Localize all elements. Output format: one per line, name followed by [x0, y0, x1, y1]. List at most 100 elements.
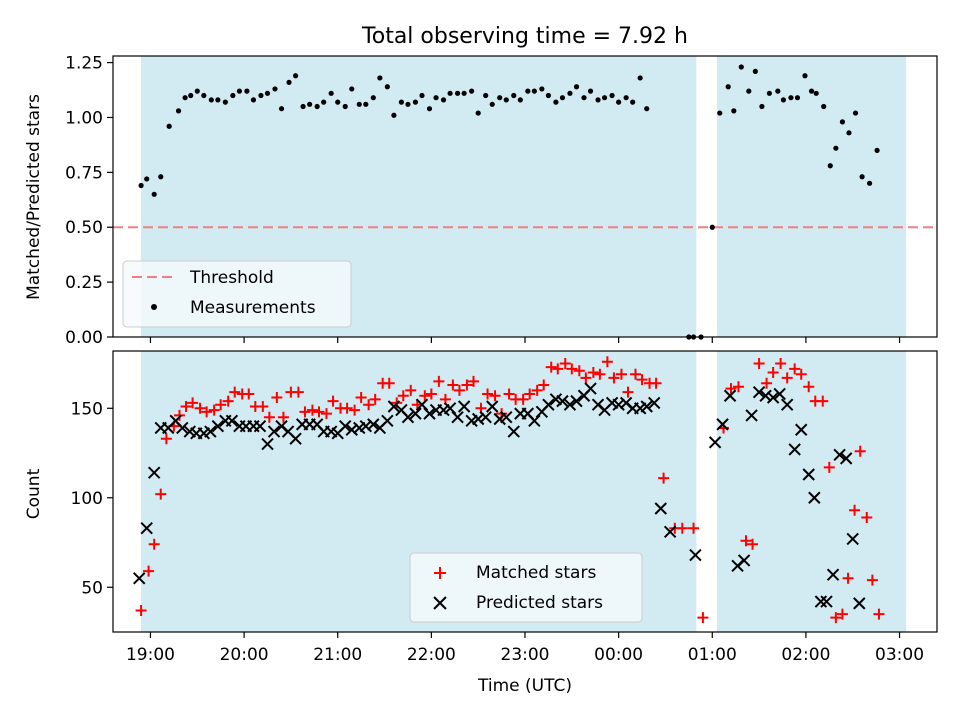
predicted-star-point — [745, 409, 758, 422]
measurement-point — [559, 95, 566, 101]
measurement-points — [138, 64, 880, 340]
matched-star-point — [789, 363, 801, 375]
measurement-point — [454, 90, 461, 96]
measurement-point — [859, 174, 865, 180]
y-tick-label: 0.25 — [65, 273, 103, 293]
measurement-point — [370, 95, 376, 101]
observing-window — [716, 351, 907, 632]
predicted-star-point — [457, 400, 471, 413]
measurement-point — [601, 95, 608, 101]
predicted-star-point — [204, 425, 217, 438]
measurement-point — [144, 176, 150, 182]
measurement-point — [447, 90, 453, 96]
matched-star-point — [306, 404, 318, 416]
matched-star-point — [277, 411, 289, 423]
x-tick-label: 03:00 — [875, 645, 924, 665]
measurement-point — [384, 84, 390, 90]
matched-star-point — [836, 608, 848, 620]
matched-star-point — [148, 538, 160, 550]
matched-star-point — [587, 366, 599, 378]
matched-star-point — [594, 368, 606, 380]
measurement-point — [483, 92, 489, 99]
matched-star-point — [753, 358, 765, 370]
bottom-legend: Matched stars Predicted stars — [409, 552, 643, 623]
matched-star-point — [688, 522, 700, 534]
measurement-point — [342, 103, 348, 110]
measurement-point — [766, 90, 772, 96]
predicted-star-point — [443, 402, 457, 415]
predicted-stars-points — [133, 382, 866, 610]
predicted-star-point — [409, 407, 422, 420]
observing-window — [716, 56, 907, 337]
matched-star-point — [143, 565, 155, 577]
measurement-point — [553, 99, 559, 105]
measurement-point — [328, 90, 334, 96]
predicted-star-point — [663, 525, 677, 538]
measurement-point — [788, 95, 794, 101]
matched-star-point — [320, 408, 332, 420]
predicted-star-point — [820, 595, 833, 608]
measurement-point — [531, 88, 537, 94]
predicted-star-point — [773, 387, 786, 401]
measurement-point — [201, 92, 207, 99]
matched-star-point — [615, 368, 627, 380]
measurement-point — [307, 101, 313, 107]
measurement-point — [440, 97, 447, 103]
predicted-star-point — [176, 421, 189, 435]
predicted-star-point — [261, 437, 274, 451]
measurement-point — [426, 106, 433, 112]
y-tick-label: 50 — [81, 578, 103, 598]
measurement-point — [517, 97, 523, 103]
measurement-point — [377, 75, 383, 81]
legend-matched-swatch — [434, 567, 446, 579]
measurement-point — [623, 95, 629, 101]
predicted-star-point — [479, 411, 492, 424]
matched-star-point — [608, 372, 620, 384]
predicted-star-point — [500, 411, 513, 424]
predicted-star-point — [737, 554, 751, 567]
predicted-star-point — [367, 418, 380, 431]
matched-star-point — [866, 574, 878, 586]
measurement-point — [874, 147, 880, 153]
measurement-point — [833, 145, 839, 151]
measurement-point — [866, 180, 873, 186]
measurement-point — [503, 97, 509, 103]
measurement-point — [398, 99, 404, 105]
matched-star-point — [761, 377, 773, 389]
measurement-point — [419, 92, 425, 99]
predicted-star-point — [401, 411, 415, 424]
matched-star-point — [531, 384, 543, 396]
matched-star-point — [222, 395, 234, 407]
predicted-star-point — [381, 414, 394, 428]
predicted-star-point — [846, 532, 859, 546]
matched-star-point — [580, 372, 592, 384]
matched-star-point — [849, 504, 861, 516]
predicted-star-point — [147, 466, 161, 479]
y-tick-label: 150 — [71, 399, 103, 419]
matched-star-point — [775, 358, 787, 370]
measurement-point — [208, 97, 214, 103]
matched-star-point — [573, 365, 585, 377]
matched-star-point — [229, 386, 241, 398]
measurement-point — [587, 88, 594, 94]
measurement-point — [489, 101, 495, 107]
measurement-point — [780, 97, 787, 103]
measurement-point — [175, 108, 182, 114]
chart-title: Total observing time = 7.92 h — [361, 24, 688, 49]
measurement-point — [356, 101, 362, 107]
measurement-point — [852, 110, 859, 116]
matched-star-point — [781, 372, 793, 384]
matched-star-point — [823, 461, 835, 473]
measurement-point — [616, 99, 622, 105]
predicted-star-point — [640, 400, 653, 413]
predicted-star-point — [556, 394, 569, 408]
predicted-star-point — [267, 425, 281, 438]
legend-threshold-label: Threshold — [189, 268, 274, 288]
predicted-star-point — [766, 391, 780, 404]
predicted-star-point — [140, 521, 153, 535]
measurement-point — [717, 110, 723, 116]
y-tick-label: 0.50 — [65, 218, 103, 238]
y-tick-label: 1.00 — [65, 108, 103, 128]
predicted-star-point — [133, 572, 146, 585]
matched-star-point — [725, 383, 737, 395]
